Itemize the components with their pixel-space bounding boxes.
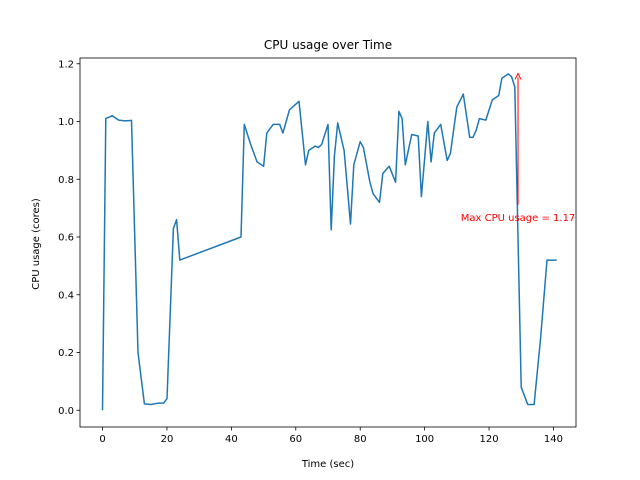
y-tick-label: 1.2	[58, 59, 74, 70]
max-cpu-annotation: Max CPU usage = 1.17	[461, 213, 576, 224]
annotation-layer: Max CPU usage = 1.17	[461, 72, 576, 224]
y-tick-label: 0.0	[58, 406, 74, 417]
plot-area	[79, 57, 577, 428]
chart-title: CPU usage over Time	[264, 38, 392, 52]
x-tick-label: 140	[544, 434, 563, 445]
x-tick-label: 40	[225, 434, 238, 445]
x-tick-label: 80	[354, 434, 367, 445]
y-tick-label: 0.2	[58, 348, 74, 359]
y-axis-label: CPU usage (cores)	[31, 198, 42, 290]
x-axis: 0 20 40 60 80 100 120 140	[99, 427, 563, 445]
y-tick-label: 0.6	[58, 233, 74, 244]
y-tick-label: 0.4	[58, 290, 74, 301]
x-tick-label: 100	[415, 434, 434, 445]
y-tick-label: 0.8	[58, 175, 74, 186]
x-axis-label: Time (sec)	[301, 459, 354, 470]
x-tick-label: 20	[161, 434, 174, 445]
series-layer	[101, 73, 557, 411]
y-tick-label: 1.0	[58, 117, 74, 128]
x-tick-label: 0	[99, 434, 105, 445]
annotation-arrow-head	[514, 72, 522, 80]
series-line-cpu-usage	[101, 73, 557, 411]
x-tick-label: 120	[479, 434, 498, 445]
y-axis: 0.0 0.2 0.4 0.6 0.8 1.0 1.2	[58, 59, 80, 417]
x-tick-label: 60	[289, 434, 302, 445]
plot-frame	[79, 57, 577, 428]
